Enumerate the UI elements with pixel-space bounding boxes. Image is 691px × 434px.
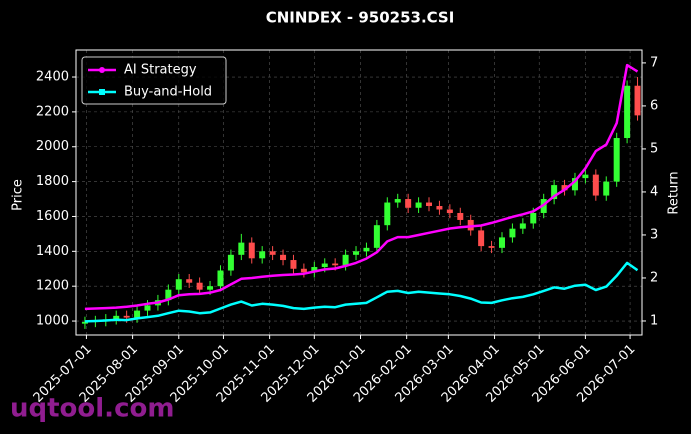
- legend-marker: [99, 89, 105, 95]
- candle-body: [498, 237, 505, 248]
- legend-box: [81, 56, 227, 105]
- candle-body: [582, 174, 589, 179]
- candle-body: [373, 225, 380, 248]
- candle-body: [363, 247, 370, 252]
- y-tick-label: 2400: [36, 70, 69, 85]
- y2-tick-label: 5: [650, 141, 658, 156]
- candle-body: [457, 212, 464, 220]
- candle-body: [186, 279, 193, 283]
- y2-axis-label: Return: [667, 171, 682, 214]
- candle-body: [519, 223, 526, 229]
- candle-body: [196, 282, 203, 290]
- y2-tick-label: 3: [650, 227, 658, 242]
- candle-body: [592, 174, 599, 196]
- candle-body: [488, 246, 495, 248]
- candle-body: [436, 206, 443, 210]
- y2-tick-label: 2: [650, 270, 658, 285]
- y-tick-label: 2200: [36, 104, 69, 119]
- candle-body: [571, 178, 578, 191]
- y2-tick-label: 7: [650, 55, 658, 70]
- candle-body: [384, 202, 391, 226]
- candle-body: [207, 286, 214, 290]
- y-tick-label: 2000: [36, 139, 69, 154]
- candle-body: [238, 242, 245, 255]
- candle-body: [269, 251, 276, 255]
- candle-body: [426, 202, 433, 207]
- candle-body: [280, 254, 287, 261]
- candle-body: [290, 260, 297, 269]
- candle-body: [624, 85, 631, 139]
- candle-body: [332, 263, 339, 266]
- candle-body: [175, 279, 182, 290]
- candle-body: [321, 263, 328, 268]
- legend-label: Buy-and-Hold: [124, 85, 212, 100]
- y2-tick-label: 4: [650, 184, 658, 199]
- legend-label: AI Strategy: [124, 63, 197, 78]
- candle-body: [405, 199, 412, 208]
- candle-body: [551, 185, 558, 200]
- watermark: uqtool.com: [10, 394, 174, 424]
- candle-body: [478, 230, 485, 247]
- candle-body: [530, 212, 537, 224]
- y-tick-label: 1600: [36, 209, 69, 224]
- y-axis-label: Price: [11, 179, 26, 211]
- candle-body: [415, 202, 422, 208]
- candle-body: [227, 254, 234, 271]
- y2-tick-label: 1: [650, 313, 658, 328]
- plot-frame: [75, 49, 643, 336]
- candle-body: [613, 138, 620, 182]
- y-tick-label: 1200: [36, 279, 69, 294]
- candle-body: [446, 209, 453, 213]
- candle-body: [634, 85, 641, 116]
- candle-body: [113, 315, 120, 320]
- candle-body: [165, 289, 172, 301]
- candle-body: [81, 321, 88, 324]
- y-tick-label: 1800: [36, 174, 69, 189]
- candle-body: [353, 251, 360, 255]
- line-series: [84, 63, 639, 311]
- candle-body: [311, 267, 318, 273]
- candle-body: [342, 254, 349, 266]
- legend-marker: [99, 67, 105, 73]
- candle-body: [217, 270, 224, 287]
- candle-body: [259, 251, 266, 259]
- candle-body: [248, 242, 255, 259]
- y-tick-label: 1000: [36, 314, 69, 329]
- candle-body: [134, 310, 141, 318]
- chart-title: CNINDEX - 950253.CSI: [266, 9, 455, 27]
- line-series: [84, 261, 639, 323]
- y-tick-label: 1400: [36, 244, 69, 259]
- candle-body: [144, 305, 151, 311]
- candle-body: [561, 185, 568, 191]
- candle-body: [394, 199, 401, 203]
- candle-body: [509, 228, 516, 238]
- y2-tick-label: 6: [650, 98, 658, 113]
- candle-body: [300, 268, 307, 273]
- candle-body: [603, 181, 610, 196]
- candle-body: [123, 315, 130, 318]
